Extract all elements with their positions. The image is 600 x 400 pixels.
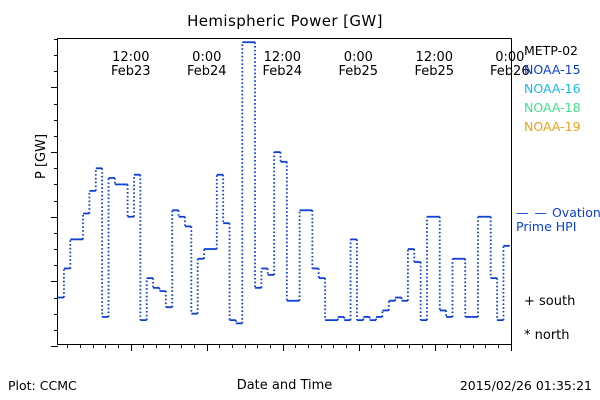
legend-item-metp-02[interactable]: METP-02	[524, 43, 578, 58]
x-axis-tick-minor	[346, 344, 348, 348]
x-axis-tick-minor	[181, 344, 183, 348]
x-axis-tick-major	[510, 344, 512, 351]
x-axis-tick-major	[434, 344, 436, 351]
y-axis-tick-major	[51, 346, 58, 347]
chart-title: Hemispheric Power [GW]	[187, 12, 383, 30]
y-axis-tick-minor	[54, 313, 58, 315]
ovation-prime-hpi-annotation: — — Ovation Prime HPI	[516, 206, 600, 234]
y-axis-tick-minor	[54, 184, 58, 186]
legend: METP-02 NOAA-15 NOAA-16 NOAA-18 NOAA-19	[524, 41, 581, 136]
x-axis-tick-label: 12:00 Feb25	[414, 50, 455, 80]
series-noaa-15	[58, 41, 510, 325]
x-axis-tick-minor	[295, 344, 297, 348]
x-axis-tick-minor	[498, 344, 500, 348]
north-marker-annotation: * north	[524, 328, 570, 343]
x-axis-tick-minor	[80, 344, 82, 348]
y-axis-tick-minor	[54, 249, 58, 251]
data-series-layer	[58, 41, 510, 325]
x-axis-tick-minor	[333, 344, 335, 348]
x-axis-tick-label: 0:00 Feb25	[338, 50, 379, 80]
y-axis-tick-major	[51, 87, 58, 89]
x-axis-tick-minor	[422, 344, 424, 348]
x-axis-tick-minor	[257, 344, 259, 348]
x-axis-tick-minor	[396, 344, 398, 348]
x-axis-tick-minor	[67, 344, 69, 348]
x-axis-tick-minor	[371, 344, 373, 348]
legend-item-noaa-19[interactable]: NOAA-19	[524, 119, 581, 134]
y-axis-tick-major	[51, 216, 58, 218]
x-axis-tick-minor	[460, 344, 462, 348]
plot-credit: Plot: CCMC	[8, 378, 77, 393]
y-axis-tick-minor	[54, 297, 58, 299]
x-axis-tick-label: 0:00 Feb24	[187, 50, 227, 80]
x-axis-tick-label: 0:00 Feb26	[490, 50, 530, 80]
x-axis-tick-minor	[447, 344, 449, 348]
x-axis-tick-minor	[472, 344, 474, 348]
y-axis-tick-minor	[54, 119, 58, 121]
x-axis-tick-label: 12:00 Feb23	[111, 50, 151, 80]
ovation-label-line1: Ovation	[551, 205, 600, 220]
x-axis-tick-minor	[118, 344, 120, 348]
y-axis-tick-major	[51, 152, 58, 154]
y-axis-tick-minor	[54, 55, 58, 57]
x-axis-tick-minor	[105, 344, 107, 348]
x-axis-tick-minor	[308, 344, 310, 348]
y-axis-tick-minor	[54, 200, 58, 202]
y-axis-tick-major	[51, 281, 58, 283]
y-axis-tick-minor	[54, 135, 58, 137]
render-timestamp: 2015/02/26 01:35:21	[459, 378, 592, 393]
x-axis-caption: Date and Time	[236, 378, 333, 393]
legend-item-noaa-18[interactable]: NOAA-18	[524, 100, 581, 115]
x-axis-tick-minor	[219, 344, 221, 348]
legend-item-noaa-16[interactable]: NOAA-16	[524, 81, 581, 96]
legend-item-noaa-15[interactable]: NOAA-15	[524, 62, 581, 77]
x-axis-tick-minor	[194, 344, 196, 348]
x-axis-tick-minor	[270, 344, 272, 348]
south-marker-annotation: + south	[524, 294, 576, 309]
y-axis-tick-minor	[54, 103, 58, 105]
ovation-label-line2: Prime HPI	[516, 219, 577, 234]
y-axis-tick-minor	[54, 71, 58, 73]
x-axis-tick-major	[130, 344, 132, 351]
y-axis-tick-minor	[54, 39, 58, 40]
x-axis-tick-minor	[156, 344, 158, 348]
x-axis-tick-minor	[409, 344, 411, 348]
x-axis-tick-label: 12:00 Feb24	[262, 50, 303, 80]
x-axis-tick-minor	[232, 344, 234, 348]
x-axis-tick-minor	[320, 344, 322, 348]
y-axis-tick-minor	[54, 265, 58, 267]
y-axis-tick-minor	[54, 168, 58, 170]
ovation-dash-icon: — —	[516, 205, 548, 220]
y-axis-tick-minor	[54, 329, 58, 331]
x-axis-tick-major	[206, 344, 208, 351]
x-axis-tick-minor	[384, 344, 386, 348]
x-axis-tick-minor	[92, 344, 94, 348]
x-axis-tick-minor	[168, 344, 170, 348]
y-axis-tick-minor	[54, 232, 58, 234]
x-axis-tick-minor	[244, 344, 246, 348]
y-axis-label: P [GW]	[34, 133, 49, 179]
x-axis-tick-major	[282, 344, 284, 351]
x-axis-tick-major	[358, 344, 360, 351]
x-axis-tick-minor	[485, 344, 487, 348]
x-axis-tick-minor	[143, 344, 145, 348]
